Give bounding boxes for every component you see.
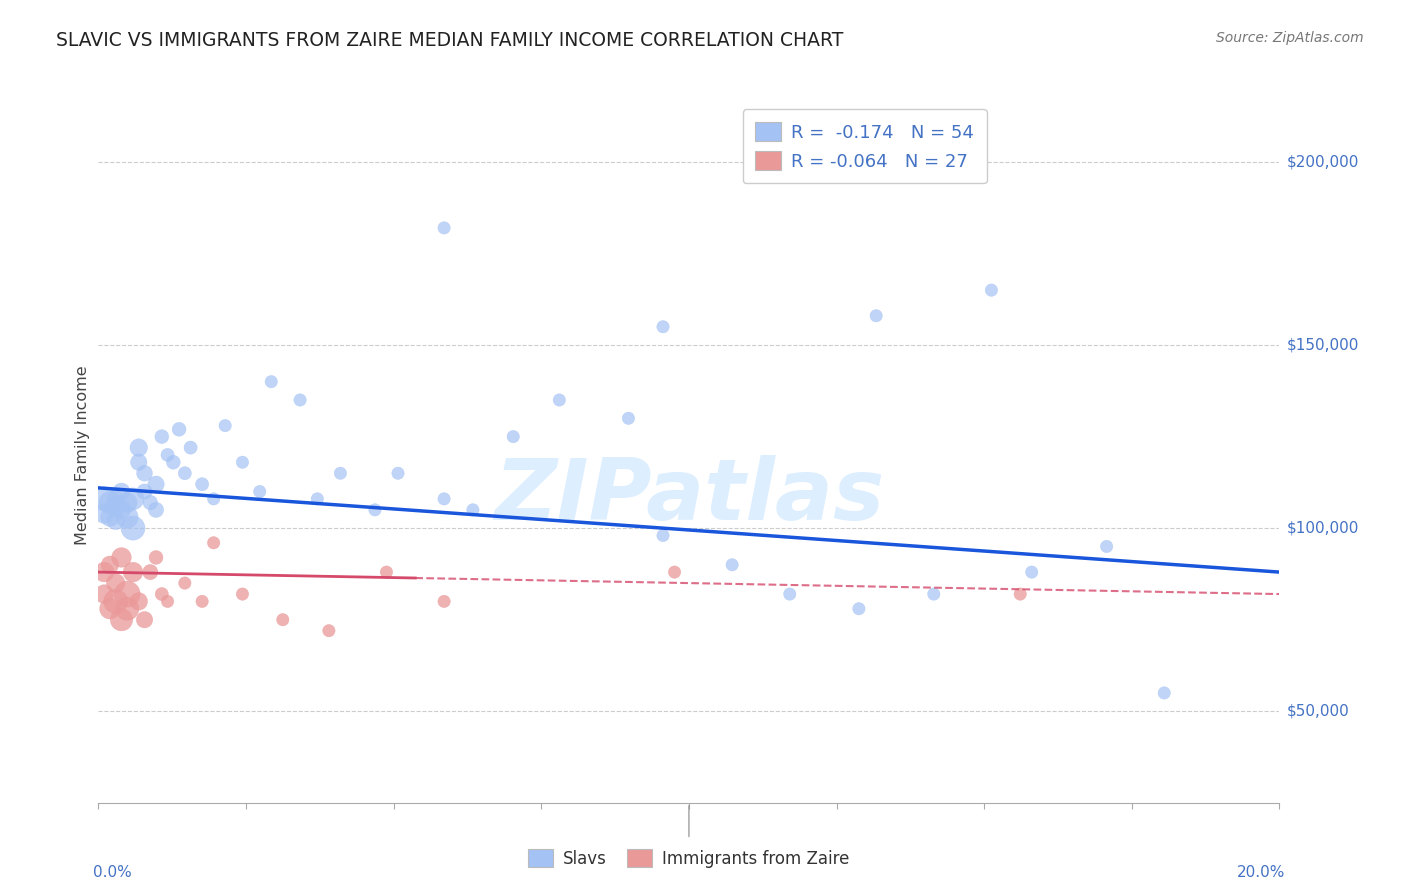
Point (115, 495, 138, 509)
Point (1010, 587, 1032, 601)
Point (122, 565, 145, 579)
Point (150, 587, 173, 601)
Point (779, 587, 801, 601)
Point (93, 587, 115, 601)
Point (231, 587, 253, 601)
Point (156, 594, 179, 608)
Point (652, 319, 675, 334)
Point (191, 594, 214, 608)
Point (288, 392, 311, 407)
Point (122, 491, 145, 506)
Point (98, 495, 121, 509)
Point (162, 455, 184, 469)
Point (271, 613, 294, 627)
Point (191, 477, 214, 491)
Point (110, 550, 132, 565)
Point (93, 565, 115, 579)
Point (173, 576, 195, 591)
Point (145, 550, 167, 565)
Point (652, 528, 675, 542)
Point (98, 510, 121, 524)
Point (156, 448, 179, 462)
Point (150, 429, 173, 443)
Point (115, 510, 138, 524)
Point (617, 411, 640, 425)
Point (104, 576, 127, 591)
Point (167, 422, 190, 436)
Point (93, 491, 115, 506)
Point (128, 594, 150, 608)
Point (145, 477, 167, 491)
Point (202, 491, 225, 506)
Point (104, 499, 127, 513)
Point (548, 392, 571, 407)
Text: 0.0%: 0.0% (93, 865, 131, 880)
Point (461, 503, 484, 517)
Point (329, 467, 352, 481)
Point (848, 601, 870, 615)
Point (139, 495, 162, 509)
Text: $150,000: $150,000 (1286, 337, 1358, 352)
Text: ZIPatlas: ZIPatlas (494, 455, 884, 538)
Text: $50,000: $50,000 (1286, 704, 1350, 719)
Text: SLAVIC VS IMMIGRANTS FROM ZAIRE MEDIAN FAMILY INCOME CORRELATION CHART: SLAVIC VS IMMIGRANTS FROM ZAIRE MEDIAN F… (56, 31, 844, 50)
Point (202, 536, 225, 550)
Point (134, 613, 156, 627)
Point (318, 624, 340, 638)
Point (249, 484, 271, 499)
Point (231, 455, 253, 469)
Point (307, 491, 329, 506)
Text: $200,000: $200,000 (1286, 154, 1358, 169)
Point (110, 484, 132, 499)
Point (139, 565, 162, 579)
Point (433, 491, 456, 506)
Point (214, 418, 236, 433)
Point (128, 455, 150, 469)
Point (1021, 565, 1043, 579)
Point (110, 503, 132, 517)
Point (180, 441, 202, 455)
Point (922, 587, 945, 601)
Point (364, 503, 387, 517)
Point (115, 601, 138, 615)
Point (104, 514, 127, 528)
Point (110, 613, 132, 627)
Point (122, 521, 145, 535)
Text: $100,000: $100,000 (1286, 521, 1358, 536)
Point (134, 467, 156, 481)
Point (375, 565, 398, 579)
Point (104, 594, 127, 608)
Point (433, 594, 456, 608)
Point (115, 587, 138, 601)
Y-axis label: Median Family Income: Median Family Income (75, 365, 90, 545)
Text: Source: ZipAtlas.com: Source: ZipAtlas.com (1216, 31, 1364, 45)
Point (1153, 686, 1175, 700)
Point (664, 565, 686, 579)
Point (98, 601, 121, 615)
Text: 20.0%: 20.0% (1237, 865, 1285, 880)
Point (502, 429, 524, 443)
Point (1095, 540, 1118, 554)
Point (865, 309, 887, 323)
Legend: Slavs, Immigrants from Zaire: Slavs, Immigrants from Zaire (522, 842, 856, 874)
Point (387, 467, 409, 481)
Point (104, 491, 127, 506)
Point (173, 467, 195, 481)
Point (128, 441, 150, 455)
Point (134, 484, 156, 499)
Point (145, 503, 167, 517)
Point (980, 283, 1002, 297)
Point (433, 220, 456, 235)
Point (93, 507, 115, 521)
Point (721, 558, 744, 572)
Point (98, 558, 121, 572)
Point (260, 375, 283, 389)
